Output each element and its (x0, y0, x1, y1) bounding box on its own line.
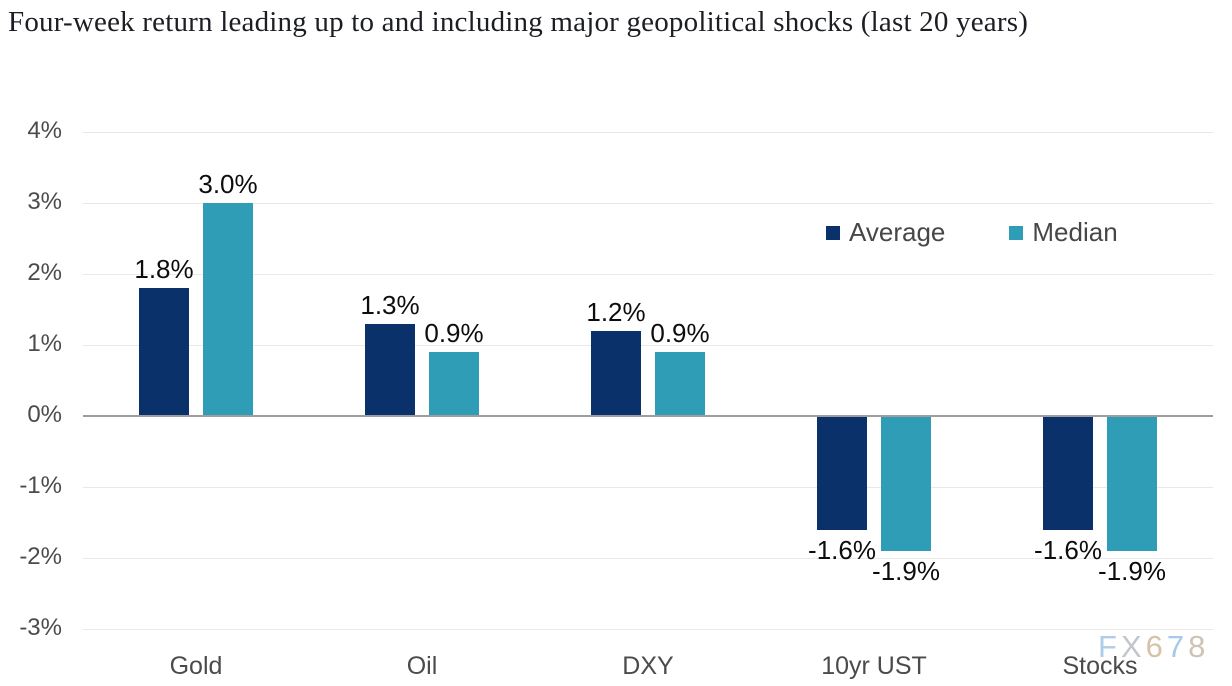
bar-value-label: 1.2% (586, 296, 646, 327)
y-axis-tick-label: 0% (27, 401, 62, 428)
gridline (83, 629, 1213, 630)
gridline (83, 487, 1213, 488)
bar-value-label: -1.6% (808, 534, 876, 565)
category-label-dxy: DXY (622, 652, 674, 680)
bar-value-label: -1.9% (1098, 555, 1166, 586)
bar-average (1043, 416, 1093, 530)
legend-label-average: Average (849, 217, 946, 247)
bar-value-label: 0.9% (650, 318, 710, 349)
watermark-letter: 8 (1188, 629, 1210, 664)
category-label-10yr-ust: 10yr UST (821, 652, 927, 680)
bar-average (365, 323, 415, 416)
bar-average (139, 288, 189, 416)
bar-average (591, 330, 641, 416)
watermark-letter: 6 (1145, 629, 1167, 664)
watermark-letter: F (1098, 629, 1121, 664)
gridline (83, 203, 1213, 204)
y-axis-tick-label: 4% (27, 117, 62, 144)
bar-median (881, 416, 931, 551)
y-axis-tick-label: -3% (19, 614, 62, 641)
y-axis-tick-label: 3% (27, 188, 62, 215)
bar-median (1107, 416, 1157, 551)
bar-average (817, 416, 867, 530)
legend-label-median: Median (1032, 217, 1118, 247)
bar-value-label: -1.9% (872, 555, 940, 586)
bar-value-label: -1.6% (1034, 534, 1102, 565)
legend-item-median: Median (1009, 217, 1118, 248)
bar-value-label: 3.0% (198, 169, 258, 199)
y-axis-tick-label: -2% (19, 543, 62, 570)
gridline (83, 274, 1213, 275)
bar-value-label: 1.8% (134, 254, 194, 285)
watermark-letter: 7 (1166, 629, 1189, 664)
median-swatch-icon (1009, 225, 1024, 240)
gridline (83, 132, 1213, 133)
average-swatch-icon (826, 225, 840, 240)
zero-line (83, 415, 1213, 417)
category-label-gold: Gold (169, 652, 223, 680)
watermark-letter: X (1120, 629, 1146, 664)
chart-title: Four-week return leading up to and inclu… (8, 6, 1029, 38)
category-label-stocks: Stocks (1062, 652, 1138, 680)
watermark: FX678 (1098, 629, 1209, 665)
category-label-oil: Oil (406, 652, 438, 680)
bar-value-label: 1.3% (360, 289, 420, 320)
bar-value-label: 0.9% (424, 318, 484, 349)
gridline (83, 558, 1213, 559)
gridline (83, 345, 1213, 346)
legend: Average Median (826, 217, 1118, 248)
bar-median (203, 203, 253, 416)
bar-median (429, 352, 479, 416)
legend-item-average: Average (826, 217, 945, 248)
y-axis-tick-label: 2% (27, 259, 62, 286)
y-axis-tick-label: 1% (27, 330, 62, 357)
y-axis-tick-label: -1% (19, 472, 62, 499)
bar-median (655, 352, 705, 416)
